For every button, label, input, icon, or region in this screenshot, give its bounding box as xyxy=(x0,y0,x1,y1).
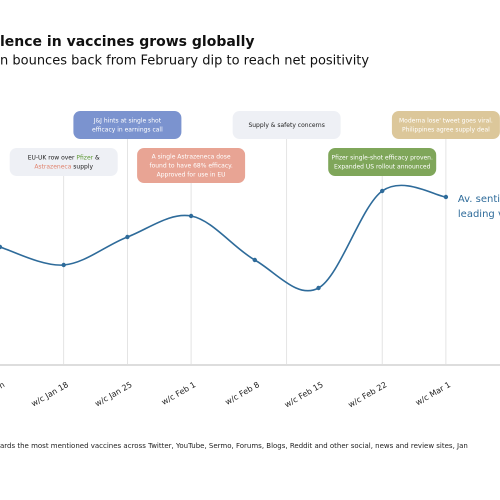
data-point xyxy=(316,285,321,291)
annotation-segment: Pfizer xyxy=(76,154,93,161)
data-point xyxy=(252,257,257,263)
data-point xyxy=(188,213,194,219)
footnote: ards the most mentioned vaccines across … xyxy=(0,442,468,450)
annotation-segment: EU-UK row over xyxy=(28,154,77,161)
annotation-segment: Supply & safety concerns xyxy=(248,122,324,129)
annotation-text: Pfizer single-shot efficacy proven. xyxy=(332,154,433,161)
annotation-text: Approved for use in EU xyxy=(157,171,226,178)
annotation-segment: A single Astrazeneca dose xyxy=(152,153,231,160)
end-label: leading va xyxy=(458,209,500,220)
x-tick-label: w/c Jan 18 xyxy=(30,380,70,408)
annotation-text: Moderna lose' tweet goes viral. xyxy=(399,117,493,124)
annotation-text: A single Astrazeneca dose xyxy=(152,153,231,160)
chart-title: lence in vaccines grows globally xyxy=(0,34,255,50)
annotation-box xyxy=(328,148,437,176)
data-point xyxy=(0,244,3,250)
annotation-text: J&J hints at single shot xyxy=(93,117,162,124)
annotation-segment: Astrazeneca xyxy=(34,163,71,170)
annotation-segment: efficacy in earnings call xyxy=(92,126,163,133)
annotation-text: found to have 68% efficacy. xyxy=(149,162,232,169)
annotation-text: EU-UK row over Pfizer & xyxy=(28,154,100,161)
annotation-box xyxy=(73,111,182,139)
annotation-text: Expanded US rollout announced xyxy=(334,163,431,170)
annotation-text: Astrazeneca supply xyxy=(34,163,93,170)
annotation-box xyxy=(9,148,118,176)
x-tick-label: w/c Jan 25 xyxy=(93,380,133,408)
line-series xyxy=(0,184,447,292)
annotation-segment: Pfizer single-shot efficacy proven. xyxy=(332,154,433,161)
x-tick-label: n xyxy=(0,380,6,390)
annotation-segment: supply xyxy=(71,163,93,170)
x-tick-label: w/c Feb 15 xyxy=(283,380,325,409)
data-point xyxy=(380,188,385,194)
end-label: Av. sentim xyxy=(458,194,500,205)
x-tick-label: w/c Feb 8 xyxy=(224,380,261,407)
data-point xyxy=(61,262,66,268)
annotation-text: Philippines agree supply deal xyxy=(402,126,490,133)
chart-subtitle: n bounces back from February dip to reac… xyxy=(0,54,369,69)
data-point xyxy=(443,194,449,200)
data-point xyxy=(125,234,130,240)
annotation-segment: & xyxy=(93,154,100,161)
annotation-segment: Philippines agree supply deal xyxy=(402,126,490,133)
annotation-segment: Moderna lose' tweet goes viral. xyxy=(399,117,493,124)
annotation-text: Supply & safety concerns xyxy=(248,122,324,129)
annotation-box xyxy=(391,111,500,139)
x-tick-label: w/c Mar 1 xyxy=(414,380,452,407)
annotation-segment: J&J hints at single shot xyxy=(93,117,162,124)
annotation-text: efficacy in earnings call xyxy=(92,126,163,133)
annotation-segment: Expanded US rollout announced xyxy=(334,163,431,170)
annotation-segment: found to have 68% efficacy. xyxy=(149,162,232,169)
annotation-box xyxy=(137,148,246,183)
annotation-box xyxy=(232,111,341,139)
x-tick-label: w/c Feb 1 xyxy=(160,380,197,407)
x-tick-label: w/c Feb 22 xyxy=(347,380,389,409)
annotation-segment: Approved for use in EU xyxy=(157,171,226,178)
